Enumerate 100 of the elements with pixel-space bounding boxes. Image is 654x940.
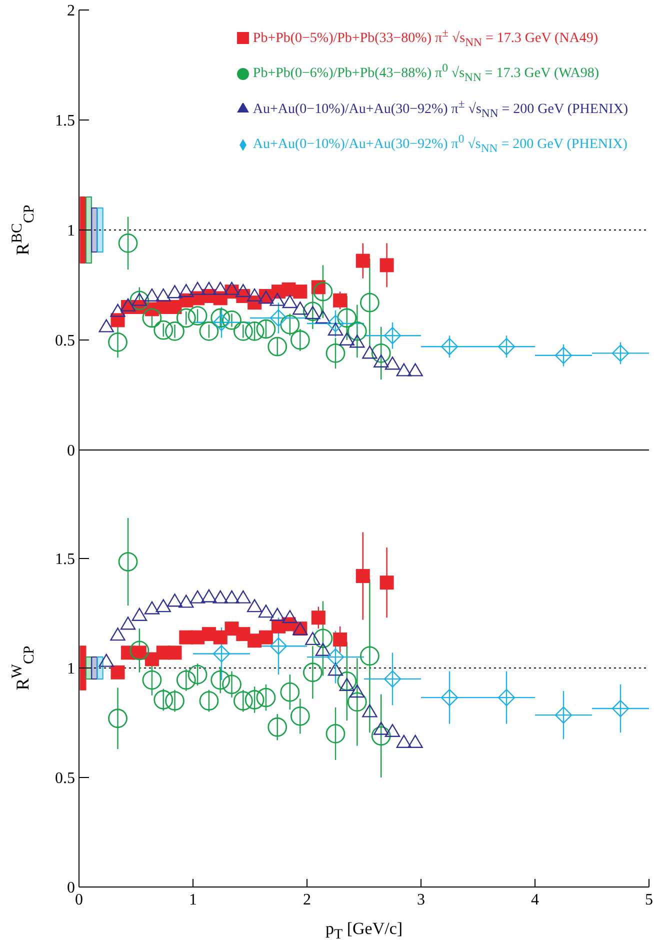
point bbox=[384, 670, 402, 688]
point bbox=[360, 646, 380, 666]
point bbox=[222, 310, 242, 330]
point bbox=[246, 288, 262, 302]
point bbox=[270, 292, 285, 306]
point bbox=[108, 332, 128, 352]
point bbox=[282, 295, 298, 308]
point bbox=[199, 691, 219, 711]
point bbox=[333, 293, 348, 308]
point bbox=[130, 640, 150, 660]
point bbox=[154, 690, 174, 710]
point bbox=[268, 336, 288, 356]
point bbox=[244, 690, 264, 710]
point bbox=[384, 356, 400, 370]
point bbox=[396, 734, 412, 748]
x-tick-label: 5 bbox=[645, 891, 653, 908]
point bbox=[256, 319, 276, 339]
point bbox=[396, 363, 412, 376]
point bbox=[210, 308, 230, 328]
point bbox=[98, 319, 114, 332]
point bbox=[554, 706, 572, 724]
point bbox=[165, 322, 184, 341]
point bbox=[384, 327, 402, 344]
y-tick-label: 1 bbox=[67, 660, 75, 678]
point bbox=[132, 608, 148, 621]
point bbox=[236, 590, 251, 604]
point bbox=[380, 258, 394, 272]
point bbox=[290, 706, 310, 726]
point bbox=[408, 363, 423, 376]
point bbox=[292, 302, 308, 315]
point bbox=[201, 589, 217, 602]
point bbox=[315, 310, 331, 324]
point bbox=[118, 234, 138, 253]
y-tick-label: 1.5 bbox=[55, 551, 75, 568]
point bbox=[270, 608, 285, 621]
point bbox=[256, 688, 276, 708]
point bbox=[213, 630, 228, 644]
y-tick-label: 1 bbox=[67, 222, 75, 240]
point bbox=[280, 314, 300, 334]
point bbox=[212, 590, 228, 604]
x-tick-label: 1 bbox=[189, 891, 197, 908]
point bbox=[144, 601, 160, 614]
point bbox=[110, 665, 125, 680]
point bbox=[188, 664, 208, 684]
point bbox=[290, 330, 310, 350]
point bbox=[110, 304, 126, 317]
point bbox=[326, 344, 346, 363]
legend-label: Au+Au(0−10%)/Au+Au(30−92%) π$^{0}$ √s$_{NN}$ = 200 GeV (PHENIX) bbox=[252, 132, 628, 155]
point bbox=[303, 662, 322, 682]
point bbox=[326, 648, 344, 666]
point bbox=[328, 322, 344, 336]
point bbox=[339, 332, 354, 346]
point bbox=[199, 322, 219, 341]
point bbox=[210, 670, 230, 690]
point bbox=[258, 630, 273, 644]
point bbox=[347, 322, 367, 341]
point bbox=[350, 684, 365, 698]
point bbox=[384, 724, 400, 738]
point bbox=[178, 594, 194, 608]
point bbox=[244, 322, 264, 341]
point bbox=[190, 590, 206, 604]
point bbox=[142, 670, 162, 690]
point bbox=[313, 628, 333, 648]
point bbox=[270, 638, 288, 655]
x-axis-title: p$_{T}$ [GeV/c] bbox=[325, 919, 403, 940]
point bbox=[212, 645, 230, 662]
point bbox=[350, 334, 365, 348]
point bbox=[315, 642, 331, 656]
x-tick-label: 4 bbox=[531, 891, 539, 908]
point bbox=[612, 700, 630, 718]
point bbox=[282, 610, 298, 624]
point bbox=[233, 691, 253, 711]
point bbox=[118, 552, 138, 572]
point bbox=[236, 627, 250, 642]
point bbox=[168, 646, 182, 660]
point bbox=[293, 284, 308, 299]
point bbox=[303, 302, 322, 322]
point bbox=[156, 288, 171, 302]
legend-label: Pb+Pb(0−5%)/Pb+Pb(33−80%) π$^{±}$ √s$_{NN}$ = 17.3 GeV (NA49) bbox=[252, 26, 598, 48]
point bbox=[270, 309, 288, 327]
point bbox=[360, 292, 380, 312]
point bbox=[156, 599, 171, 612]
x-tick-label: 3 bbox=[417, 891, 425, 908]
point bbox=[326, 314, 344, 332]
point bbox=[201, 282, 217, 295]
x-tick-label: 2 bbox=[303, 891, 311, 908]
point bbox=[120, 616, 136, 630]
y-tick-label: 0 bbox=[67, 442, 75, 460]
point bbox=[154, 320, 174, 340]
point bbox=[224, 282, 240, 295]
point bbox=[142, 308, 162, 328]
legend-label: Pb+Pb(0−6%)/Pb+Pb(43−88%) π$^{0}$ √s$_{NN}$ = 17.3 GeV (WA98) bbox=[252, 61, 600, 84]
point bbox=[258, 604, 274, 618]
point bbox=[313, 282, 333, 302]
point bbox=[268, 717, 288, 737]
point bbox=[110, 628, 126, 641]
point bbox=[305, 632, 320, 646]
point bbox=[408, 734, 423, 748]
point bbox=[280, 682, 300, 702]
point bbox=[130, 290, 150, 310]
